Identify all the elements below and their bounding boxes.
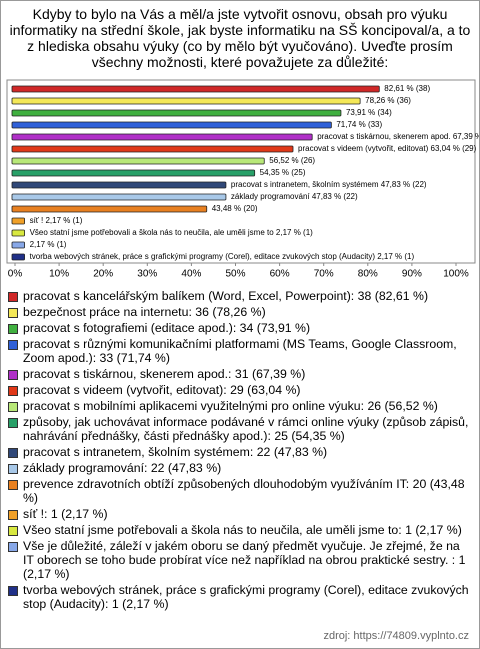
bar [11,193,227,201]
value-label: základy programování 47,83 % (22) [231,192,358,201]
bar [11,133,313,141]
value-label: Všeo statní jsme potřebovali a škola nás… [30,228,314,237]
legend-label: tvorba webových stránek, práce s grafick… [23,583,469,611]
bar [11,157,265,165]
legend-item: základy programování: 22 (47,83 %) [7,461,473,475]
legend-item: bezpečnost práce na internetu: 36 (78,26… [7,305,473,319]
value-label: 2,17 % (1) [30,240,67,249]
legend-item: způsoby, jak uchovávat informace podávan… [7,415,473,443]
legend-label: pracovat s tiskárnou, skenerem apod.: 31… [23,367,306,381]
chart: 0% 10% 20% 30% 40% 50% 60% 70% 80% 90% 100% 82,61 %… [6,79,479,280]
value-label: pracovat s tiskárnou, skenerem apod. 67,… [317,132,479,141]
legend-label: způsoby, jak uchovávat informace podávan… [23,415,469,443]
legend-swatch [8,386,18,396]
bar [11,181,227,189]
legend-swatch [8,510,18,520]
bar [11,169,256,177]
x-tick-label: 30% [137,269,157,280]
bar [11,217,25,225]
legend-swatch [8,340,18,350]
value-label: 71,74 % (33) [336,120,382,129]
legend-label: pracovat s kancelářským balíkem (Word, E… [23,289,429,303]
legend-item: pracovat s intranetem, školním systémem:… [7,445,473,459]
legend-item: Všeo statní jsme potřebovali a škola nás… [7,523,473,537]
bar [11,145,294,153]
legend-swatch [8,448,18,458]
value-label: 56,52 % (26) [269,156,315,165]
legend-label: základy programování: 22 (47,83 %) [23,461,222,475]
legend-item: pracovat s videem (vytvořit, editovat): … [7,383,473,397]
legend-item: pracovat s tiskárnou, skenerem apod.: 31… [7,367,473,381]
legend-label: pracovat s různými komunikačními platfor… [23,337,457,365]
legend-swatch [8,418,18,428]
legend-item: Vše je důležité, záleží v jakém oboru se… [7,539,473,581]
legend-label: prevence zdravotních obtíží způsobených … [23,477,465,505]
legend: pracovat s kancelářským balíkem (Word, E… [7,289,473,613]
legend-swatch [8,370,18,380]
legend-label: pracovat s fotografiemi (editace apod.):… [23,321,311,335]
legend-item: síť !: 1 (2,17 %) [7,507,473,521]
value-label: pracovat s intranetem, školním systémem … [231,180,427,189]
value-label: síť ! 2,17 % (1) [30,216,83,225]
legend-label: Všeo statní jsme potřebovali a škola nás… [23,523,462,537]
legend-item: prevence zdravotních obtíží způsobených … [7,477,473,505]
x-tick-label: 40% [181,269,201,280]
value-label: pracovat s videem (vytvořit, editovat) 6… [298,144,477,153]
legend-label: pracovat s videem (vytvořit, editovat): … [23,383,301,397]
legend-label: Vše je důležité, záleží v jakém oboru se… [23,539,466,581]
legend-swatch [8,402,18,412]
bar [11,253,25,261]
value-label: 43,48 % (20) [212,204,258,213]
bar [11,97,361,105]
legend-item: pracovat s mobilními aplikacemi využitel… [7,399,473,413]
legend-swatch [8,308,18,318]
legend-label: síť !: 1 (2,17 %) [23,507,108,521]
legend-swatch [8,324,18,334]
legend-swatch [8,480,18,490]
legend-item: pracovat s fotografiemi (editace apod.):… [7,321,473,335]
x-tick-label: 50% [225,269,245,280]
legend-swatch [8,542,18,552]
x-tick-label: 60% [270,269,290,280]
source: zdroj: https://74809.vyplnto.cz [323,630,469,642]
bar [11,109,342,117]
value-label: 73,91 % (34) [346,108,392,117]
legend-swatch [8,292,18,302]
legend-label: bezpečnost práce na internetu: 36 (78,26… [23,305,266,319]
legend-item: pracovat s různými komunikačními platfor… [7,337,473,365]
value-label: tvorba webových stránek, práce s grafick… [30,252,415,261]
bar [11,121,332,129]
legend-label: pracovat s mobilními aplikacemi využitel… [23,399,438,413]
x-tick-label: 80% [358,269,378,280]
value-label: 82,61 % (38) [384,84,430,93]
x-tick-label: 100% [443,269,469,280]
x-tick-label: 0% [8,269,23,280]
legend-item: tvorba webových stránek, práce s grafick… [7,583,473,611]
x-tick-label: 10% [49,269,69,280]
legend-item: pracovat s kancelářským balíkem (Word, E… [7,289,473,303]
bar [11,85,380,93]
bar [11,229,25,237]
legend-swatch [8,586,18,596]
legend-label: pracovat s intranetem, školním systémem:… [23,445,328,459]
value-label: 54,35 % (25) [260,168,306,177]
value-label: 78,26 % (36) [365,96,411,105]
x-tick-label: 20% [93,269,113,280]
legend-swatch [8,464,18,474]
legend-swatch [8,526,18,536]
bar [11,241,25,249]
chart-title: Kdyby to bylo na Vás a měl/a jste vytvoř… [9,6,471,70]
x-tick-label: 70% [314,269,334,280]
bar [11,205,208,213]
x-tick-label: 90% [402,269,422,280]
